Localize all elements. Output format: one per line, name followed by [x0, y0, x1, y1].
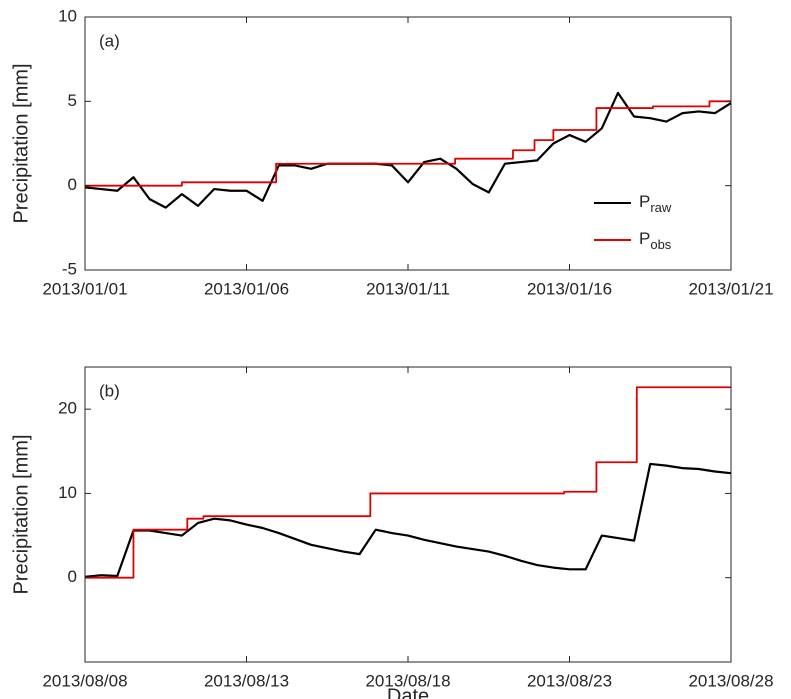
y-tick-label: 0 [68, 567, 77, 586]
y-axis-label: Precipitation [mm] [10, 434, 32, 594]
x-tick-label: 2013/01/06 [204, 279, 289, 298]
x-tick-label: 2013/08/18 [365, 671, 450, 690]
legend-text: P [639, 229, 650, 248]
data-line [84, 91, 732, 209]
x-tick-label: 2013/08/23 [527, 671, 612, 690]
data-line [85, 100, 731, 187]
data-line [84, 462, 732, 578]
x-tick-label: 2013/01/11 [366, 279, 450, 298]
y-tick-label: -5 [62, 259, 77, 278]
x-tick-label: 2013/08/13 [204, 671, 289, 690]
data-line [85, 386, 731, 579]
legend-label: Pobs [639, 229, 672, 252]
x-tick-label: 2013/01/16 [527, 279, 612, 298]
legend-subscript: obs [650, 237, 671, 252]
y-axis-label: Precipitation [mm] [10, 63, 32, 223]
x-tick-label: 2013/01/21 [688, 279, 773, 298]
y-tick-label: 0 [68, 175, 77, 194]
x-tick-label: 2013/01/01 [42, 279, 127, 298]
x-tick-label: 2013/08/28 [688, 671, 773, 690]
y-tick-label: 5 [68, 91, 77, 110]
axes-box [84, 366, 732, 663]
panel-label: (a) [99, 31, 120, 50]
axes-box [84, 16, 732, 271]
y-tick-label: 10 [58, 483, 77, 502]
legend-label: Praw [639, 192, 672, 215]
panel-label: (b) [99, 381, 120, 400]
legend-text: P [639, 192, 650, 211]
x-axis-label: Date [387, 685, 429, 699]
y-tick-label: 20 [58, 399, 77, 418]
y-tick-label: 10 [58, 6, 77, 25]
legend-subscript: raw [650, 200, 672, 215]
x-tick-label: 2013/08/08 [42, 671, 127, 690]
